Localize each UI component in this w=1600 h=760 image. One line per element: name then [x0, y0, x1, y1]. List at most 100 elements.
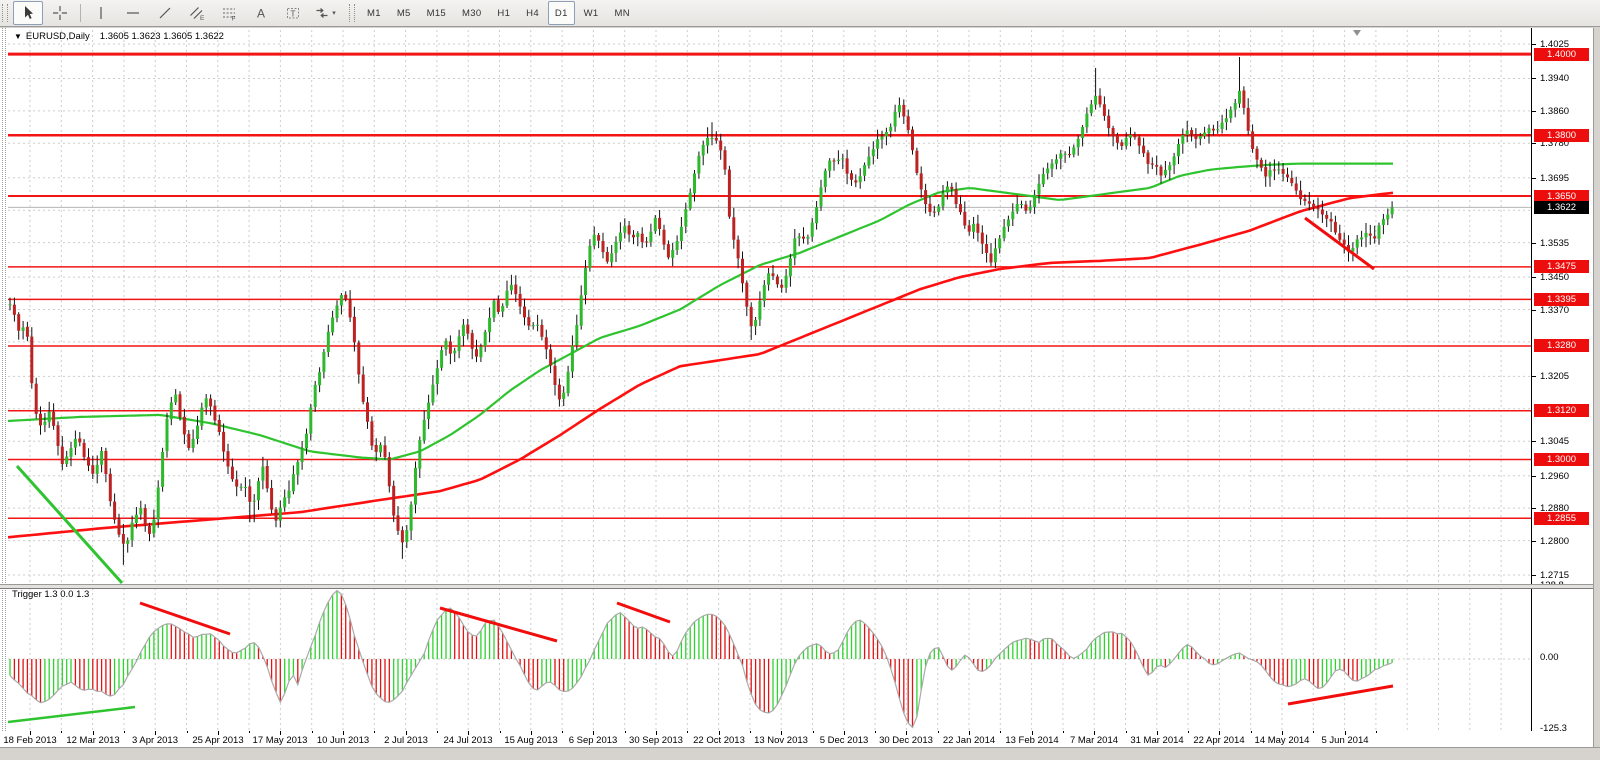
date-axis-label: 24 Jul 2013	[443, 735, 493, 746]
date-tick	[468, 731, 469, 735]
indicator-name-label: Trigger 1.3 0.0 1.3	[12, 589, 90, 600]
price-tick	[1532, 310, 1536, 311]
indicator-trendline-red-2[interactable]	[616, 601, 671, 624]
level-price-tag[interactable]: 1.4000	[1534, 48, 1589, 61]
time-axis[interactable]: 18 Feb 2013 12 Mar 2013 3 Apr 2013 25 Apr 2…	[0, 731, 1593, 747]
timeframe-m30-button[interactable]: M30	[462, 7, 482, 19]
date-axis-label: 2 Jul 2013	[384, 735, 428, 746]
fibonacci-retracement-tool-button[interactable]: F	[214, 1, 244, 25]
date-axis-label: 30 Sep 2013	[629, 735, 683, 746]
date-minor-tick	[1063, 731, 1064, 733]
price-axis-label: 1.2880	[1540, 503, 1570, 514]
price-tick	[1532, 111, 1536, 112]
trendline-red-1[interactable]	[1304, 216, 1375, 271]
date-axis-label: 5 Dec 2013	[819, 735, 869, 746]
date-minor-tick	[562, 731, 563, 733]
timeframe-h1-button[interactable]: H1	[497, 7, 511, 19]
date-tick	[1157, 731, 1158, 735]
date-tick	[844, 731, 845, 735]
date-minor-tick	[500, 731, 501, 733]
date-tick	[280, 731, 281, 735]
chart-title: ▼ EURUSD,Daily 1.3605 1.3623 1.3605 1.3622	[14, 31, 224, 42]
ma-green-line[interactable]	[8, 162, 1393, 461]
indicator-trendline-red-0[interactable]	[139, 601, 231, 636]
level-price-tag[interactable]: 1.3650	[1534, 190, 1589, 203]
toolbar-grip[interactable]	[2, 4, 8, 22]
price-axis-label: 1.3370	[1540, 305, 1570, 316]
level-price-tag[interactable]: 1.3475	[1534, 260, 1589, 273]
indicator-trendline-red-1[interactable]	[439, 606, 558, 643]
date-minor-tick	[187, 731, 188, 733]
chart-left-gutter	[0, 28, 8, 747]
crosshair-tool-button[interactable]	[45, 1, 75, 25]
symbol-period-label: EURUSD,Daily	[25, 31, 90, 42]
date-minor-tick	[61, 731, 62, 733]
indicator-trendline-green-4[interactable]	[8, 705, 136, 724]
trigger-envelope-line	[9, 589, 1393, 729]
date-tick	[719, 731, 720, 735]
timeframe-m1-button[interactable]: M1	[367, 7, 381, 19]
price-axis[interactable]: 1.4025 1.3940 1.3860 1.3780 1.3695 1.3535 1.34…	[1532, 28, 1593, 747]
support-resistance-levels[interactable]	[8, 52, 1532, 520]
date-tick	[406, 731, 407, 735]
level-price-tag[interactable]: 1.2855	[1534, 512, 1589, 525]
text-tool-button[interactable]: A	[246, 1, 276, 25]
date-minor-tick	[124, 731, 125, 733]
level-price-tag[interactable]: 1.3120	[1534, 404, 1589, 417]
date-axis-label: 18 Feb 2013	[3, 735, 57, 746]
timeframe-h4-button[interactable]: H4	[526, 7, 539, 19]
date-tick	[93, 731, 94, 735]
price-axis-label: 1.3860	[1540, 106, 1570, 117]
window-bottom-edge	[0, 747, 1600, 760]
indicator-axis-zero: 0.00	[1540, 652, 1559, 663]
price-axis-label: 1.3450	[1540, 272, 1570, 283]
price-axis-label: 1.3780	[1540, 138, 1570, 149]
level-price-tag[interactable]: 1.3000	[1534, 453, 1589, 466]
timeframe-d1-button[interactable]: D1	[547, 1, 575, 25]
trendline-green-0[interactable]	[15, 464, 124, 585]
chart-shift-marker-icon[interactable]	[1353, 30, 1361, 36]
price-axis-label: 1.2960	[1540, 471, 1570, 482]
date-minor-tick	[312, 731, 313, 733]
timeframe-m15-button[interactable]: M15	[426, 7, 447, 19]
price-tick	[1532, 508, 1536, 509]
date-tick	[781, 731, 782, 735]
date-tick	[906, 731, 907, 735]
indicator-trendline-red-3[interactable]	[1287, 684, 1394, 706]
vertical-line-tool-button[interactable]	[86, 1, 116, 25]
svg-text:E: E	[200, 15, 205, 21]
level-price-tag[interactable]: 1.3280	[1534, 339, 1589, 352]
trendline-tool-button[interactable]	[150, 1, 180, 25]
price-axis-label: 1.2715	[1540, 570, 1570, 581]
level-price-tag[interactable]: 1.3395	[1534, 293, 1589, 306]
price-tick	[1532, 178, 1536, 179]
equidistant-channel-tool-button[interactable]: E	[182, 1, 212, 25]
price-tick	[1532, 476, 1536, 477]
main-toolbar: E F A T ▾ M1 M5 M15 M30 H1 H4 D1 W1 MN	[0, 0, 1600, 27]
dropdown-caret-icon[interactable]: ▾	[332, 10, 336, 17]
timeframe-m5-button[interactable]: M5	[396, 7, 411, 19]
horizontal-line-tool-button[interactable]	[118, 1, 148, 25]
date-minor-tick	[1376, 731, 1377, 733]
toolbar-grip[interactable]	[349, 4, 355, 22]
chart-canvas[interactable]	[8, 28, 1532, 731]
timeframe-mn-button[interactable]: MN	[614, 7, 630, 19]
price-tick	[1532, 376, 1536, 377]
cursor-tool-button[interactable]	[13, 1, 43, 25]
collapse-arrow-icon[interactable]: ▼	[14, 32, 22, 41]
timeframe-w1-button[interactable]: W1	[583, 7, 599, 19]
pane-splitter[interactable]	[0, 584, 1593, 589]
date-axis-label: 12 Mar 2013	[66, 735, 120, 746]
arrows-tool-button[interactable]: ▾	[310, 1, 340, 25]
date-axis-label: 14 May 2014	[1254, 735, 1310, 746]
date-axis-label: 17 May 2013	[252, 735, 308, 746]
toolbar-separator	[80, 4, 81, 22]
ma-red-line[interactable]	[8, 191, 1394, 539]
date-axis-label: 22 Jan 2014	[942, 735, 996, 746]
date-minor-tick	[1126, 731, 1127, 733]
price-tick	[1532, 78, 1536, 79]
price-axis-label: 1.3535	[1540, 238, 1570, 249]
level-price-tag[interactable]: 1.3800	[1534, 129, 1589, 142]
date-minor-tick	[938, 731, 939, 733]
text-label-tool-button[interactable]: T	[278, 1, 308, 25]
